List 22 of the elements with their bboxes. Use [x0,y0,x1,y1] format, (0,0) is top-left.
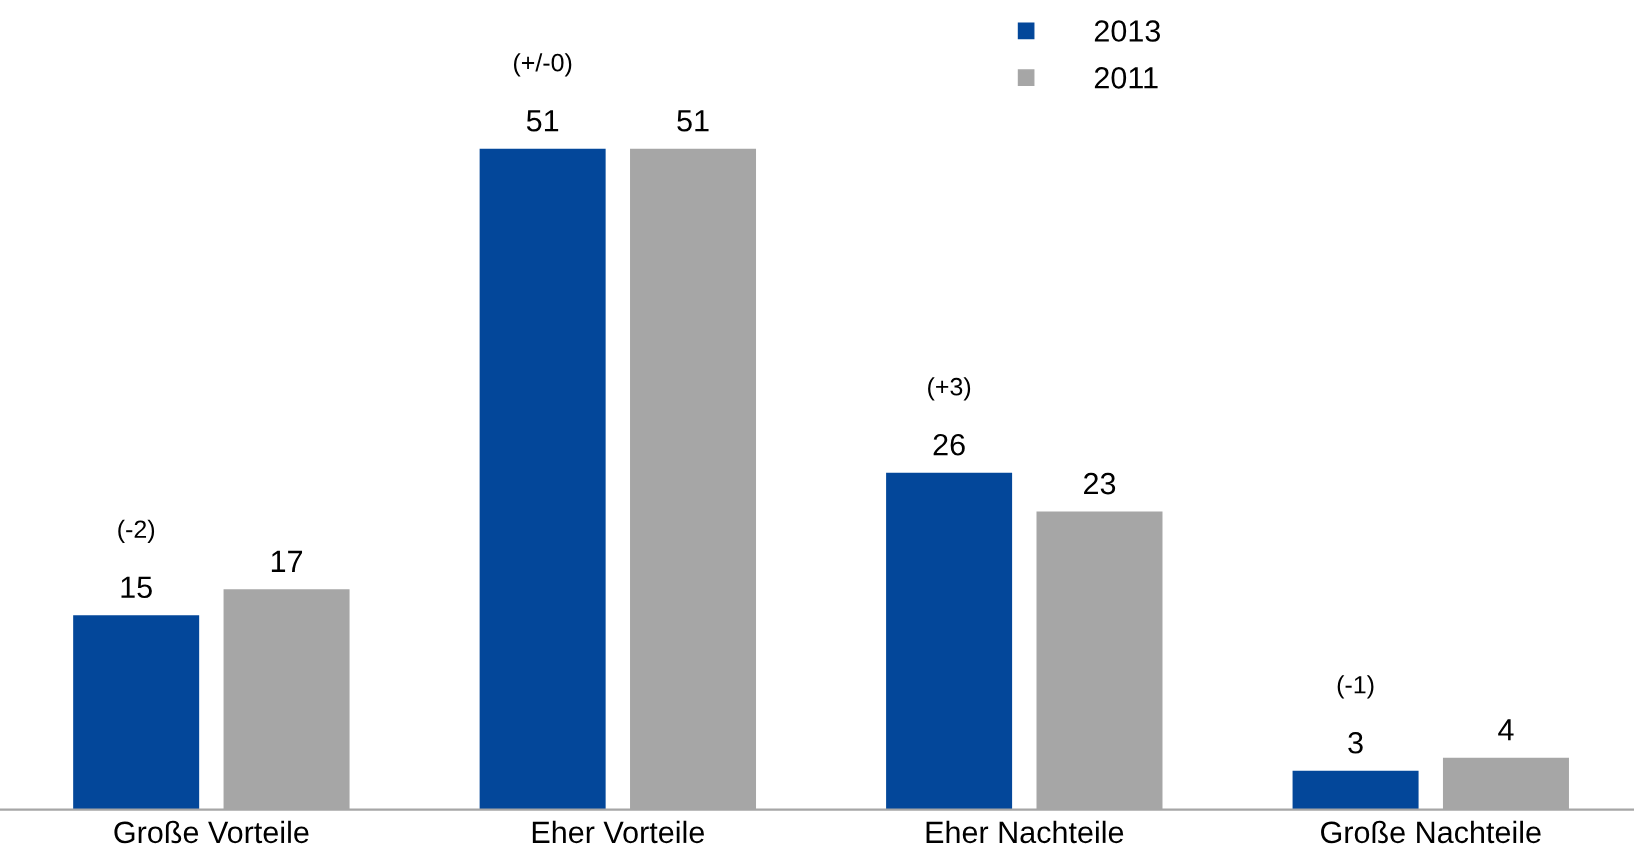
data-label: 26 [933,433,965,456]
data-label: 51 [526,110,559,132]
x-tick-label: Große Nachteile [1321,820,1541,844]
data-label: 17 [271,550,303,572]
data-label: 4 [1498,719,1514,741]
legend-label: 2013 [1094,20,1160,42]
x-tick-label: Große Vorteile [114,820,309,844]
bar [73,615,200,810]
annotation: (-1) [1337,675,1374,699]
data-label: 23 [1084,472,1116,495]
data-label: 3 [1348,731,1363,754]
data-label: 51 [677,110,709,132]
bar [479,148,606,810]
text: (+/-0) [513,53,572,77]
data-label: 15 [121,576,152,599]
annotation: (+3) [928,377,971,401]
bar [886,472,1013,810]
bar [1292,770,1419,810]
x-tick-label: Eher Vorteile [532,820,704,844]
annotation: (-2) [118,519,155,544]
x-tick-label: Eher Nachteile [926,820,1124,844]
legend-label: 2011 [1094,67,1158,89]
